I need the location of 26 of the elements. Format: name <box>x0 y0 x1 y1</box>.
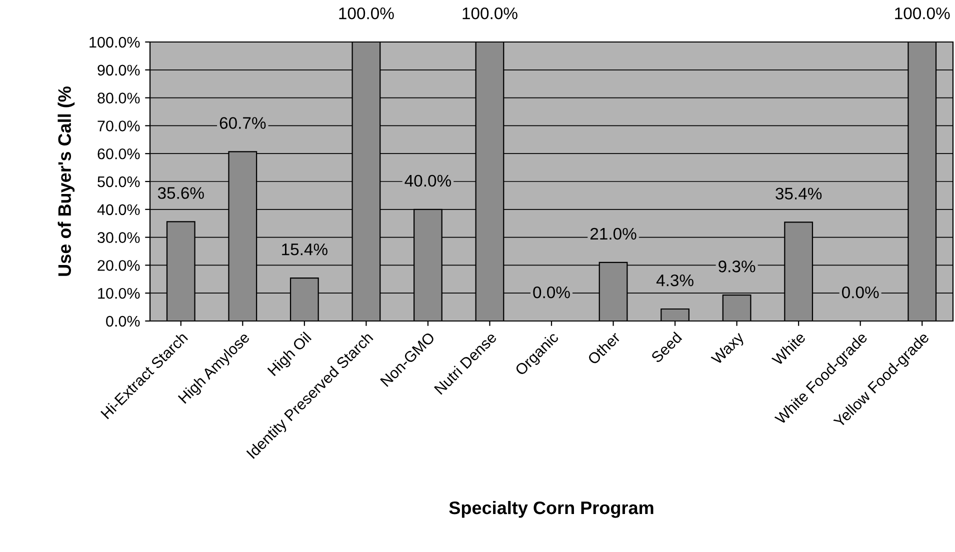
data-label: 60.7% <box>220 117 266 129</box>
data-label: 0.0% <box>842 286 879 298</box>
y-tick-label: 0.0% <box>106 316 140 327</box>
y-tick-label: 20.0% <box>98 260 140 271</box>
data-label: 9.3% <box>718 260 756 272</box>
data-label: 35.6% <box>158 187 204 199</box>
data-label: 15.4% <box>282 244 328 256</box>
y-tick-label: 90.0% <box>98 64 140 76</box>
y-tick-label: 10.0% <box>98 288 140 299</box>
data-label: 100.0% <box>895 7 950 20</box>
data-label: 100.0% <box>462 7 518 20</box>
data-label: 40.0% <box>404 174 451 187</box>
y-tick-label: 100.0% <box>90 36 140 48</box>
data-label: 35.4% <box>776 188 822 200</box>
y-tick-label: 60.0% <box>98 148 140 160</box>
data-label: 21.0% <box>590 228 636 240</box>
y-tick-label: 80.0% <box>98 92 140 104</box>
y-tick-label: 30.0% <box>98 232 140 243</box>
x-axis-title: Specialty Corn Program <box>449 500 654 518</box>
y-tick-label: 70.0% <box>98 120 140 132</box>
y-tick-label: 50.0% <box>98 176 140 188</box>
y-axis-title: Use of Buyer's Call (% <box>58 86 75 276</box>
y-tick-label: 40.0% <box>97 204 140 216</box>
data-label: 100.0% <box>339 7 394 20</box>
data-label: 4.3% <box>656 274 694 286</box>
data-label: 0.0% <box>533 286 570 298</box>
